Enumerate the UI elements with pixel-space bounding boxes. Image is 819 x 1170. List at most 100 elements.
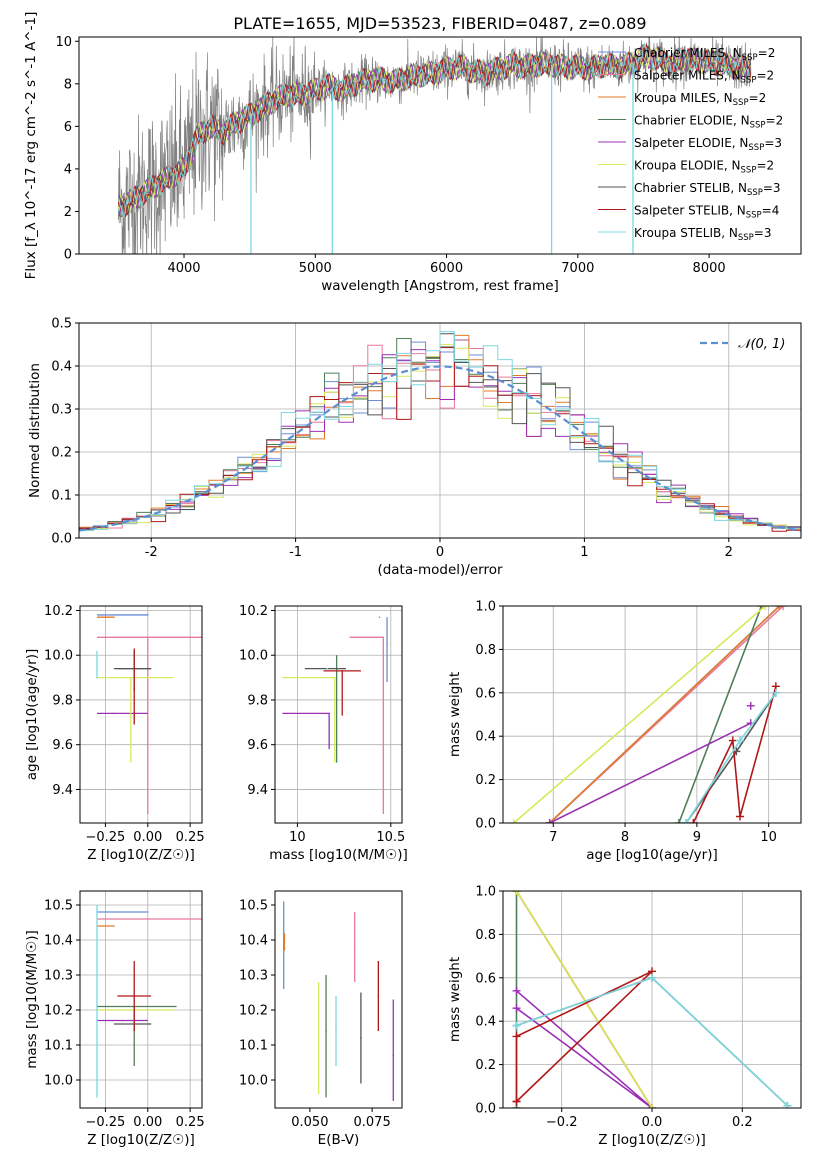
axes-frame [78, 36, 802, 255]
x-tick-label: −0.2 [546, 1115, 578, 1130]
weight-point-marker [682, 819, 691, 823]
weight-series-line [515, 891, 653, 1108]
weight-series-line [513, 606, 766, 823]
weight-point-marker [689, 819, 698, 823]
y-tick-label: 9.8 [247, 693, 268, 708]
model-spectrum-salpeter-stelib [117, 43, 752, 218]
weight-series-line [678, 606, 763, 823]
y-tick-label: 10.5 [44, 899, 73, 914]
model-spectrum-chabrier-stelib [118, 45, 751, 216]
weight-vs-age-plot-area [509, 606, 788, 823]
data-point [96, 676, 98, 679]
data-point [326, 667, 329, 670]
y-tick-label: 0.8 [475, 643, 496, 658]
y-tick-label: 10.2 [239, 604, 268, 619]
data-point [325, 1030, 327, 1032]
y-tick-label: 6 [64, 120, 72, 135]
legend-label: Salpeter ELODIE, NSSP=3 [634, 136, 782, 153]
data-point [386, 643, 388, 645]
y-tick-label: 9.4 [247, 783, 268, 798]
legend-label: Chabrier STELIB, NSSP=3 [634, 181, 781, 198]
x-axis-label: Z [log10(Z/Z☉)] [598, 1132, 706, 1148]
y-tick-label: 1.0 [475, 600, 496, 615]
data-point [353, 946, 356, 948]
weight-point-marker [735, 812, 744, 821]
y-tick-label: 0.1 [51, 489, 72, 504]
spectrum-panel: 4000 5000 6000 7000 8000 0 2 4 6 8 10 wavelength [A… [23, 12, 802, 294]
data-point [133, 687, 136, 690]
residuals-plot-area [79, 331, 801, 532]
y-tick-label: 9.4 [52, 783, 73, 798]
x-tick-label: 5000 [299, 261, 332, 276]
y-tick-label: 0.2 [475, 773, 496, 788]
axes-frame [79, 890, 203, 1109]
y-axis-label: Flux [f_λ 10^-17 erg cm^-2 s^-1 A^-1] [23, 12, 39, 280]
y-axis-label: mass weight [447, 957, 463, 1042]
x-tick-label: −0.25 [85, 830, 125, 845]
y-tick-label: 0.4 [475, 730, 496, 745]
y-tick-label: 10.3 [44, 969, 73, 984]
weight-point-marker [512, 986, 521, 995]
x-tick-label: 1 [580, 545, 588, 560]
x-tick-label: 0.075 [354, 1115, 391, 1130]
y-tick-label: 0.2 [475, 1058, 496, 1073]
x-tick-label: 0.00 [133, 830, 162, 845]
mass-vs-Z-plot-area [96, 905, 202, 1098]
data-point [382, 636, 385, 639]
age-vs-mass-plot-area [282, 616, 388, 815]
weight-point-marker [545, 819, 554, 823]
y-tick-label: 10.1 [239, 1039, 268, 1054]
y-tick-label: 9.6 [247, 738, 268, 753]
y-tick-label: 10.0 [239, 649, 268, 664]
legend-label: Chabrier ELODIE, NSSP=2 [634, 114, 783, 131]
weight-point-marker [775, 606, 784, 610]
data-point [283, 939, 286, 941]
x-tick-label: 0 [436, 545, 444, 560]
y-tick-label: 10.1 [44, 1039, 73, 1054]
x-tick-label: 10 [760, 830, 777, 845]
figure-title: PLATE=1655, MJD=53523, FIBERID=0487, z=0… [233, 14, 646, 33]
x-tick-label: 0.2 [732, 1115, 753, 1130]
data-point [360, 1037, 362, 1039]
mass-vs-ebv-panel: 0.050 0.075 10.0 10.1 10.2 10.3 10.4 10.5 E(B-V) [239, 890, 403, 1148]
weight-vs-Z-plot-area [512, 891, 792, 1108]
legend-label: Salpeter MILES, NSSP=2 [634, 69, 774, 86]
age-vs-mass-panel: 10 10.5 9.4 9.6 9.8 10.0 10.2 mass [log10(M/M☉)… [239, 604, 408, 863]
weight-point-marker [761, 606, 770, 610]
model-spectrum-kroupa-elodie [117, 45, 751, 213]
x-tick-label: 10 [289, 830, 306, 845]
model-spectrum-kroupa-stelib [117, 42, 751, 219]
weight-point-marker [512, 1004, 521, 1013]
y-axis-label: age [log10(age/yr)] [24, 649, 40, 781]
data-point [378, 616, 381, 618]
data-point [146, 911, 149, 913]
legend-label: Kroupa MILES, NSSP=2 [634, 91, 766, 108]
data-point [335, 699, 338, 701]
x-tick-label: −0.25 [85, 1115, 125, 1130]
y-tick-label: 0.6 [475, 971, 496, 986]
x-tick-label: 0.00 [133, 1115, 162, 1130]
y-tick-label: 8 [64, 77, 72, 92]
y-tick-label: 10.4 [44, 934, 73, 949]
y-tick-label: 0.8 [475, 928, 496, 943]
x-tick-label: 7 [549, 830, 557, 845]
weight-point-marker [771, 688, 780, 697]
x-tick-label: 0.25 [176, 830, 205, 845]
data-point [113, 925, 115, 927]
axes-frame [79, 605, 203, 824]
weight-point-marker [512, 1097, 521, 1106]
data-point [341, 670, 344, 672]
weight-point-marker [728, 736, 737, 745]
y-tick-label: 10.2 [44, 604, 73, 619]
mass-vs-Z-panel: −0.25 0.00 0.25 10.0 10.1 10.2 10.3 10.4 10.5 Z [… [24, 890, 205, 1148]
data-point [317, 1037, 320, 1039]
data-point [392, 1054, 395, 1057]
y-tick-label: 0.2 [51, 446, 72, 461]
data-point [113, 616, 115, 618]
age-vs-Z-plot-area [96, 614, 202, 815]
x-tick-label: 8000 [693, 261, 726, 276]
legend-label: Kroupa ELODIE, NSSP=2 [634, 159, 774, 176]
normal-reference-curve [79, 365, 801, 532]
data-point [130, 1009, 132, 1011]
